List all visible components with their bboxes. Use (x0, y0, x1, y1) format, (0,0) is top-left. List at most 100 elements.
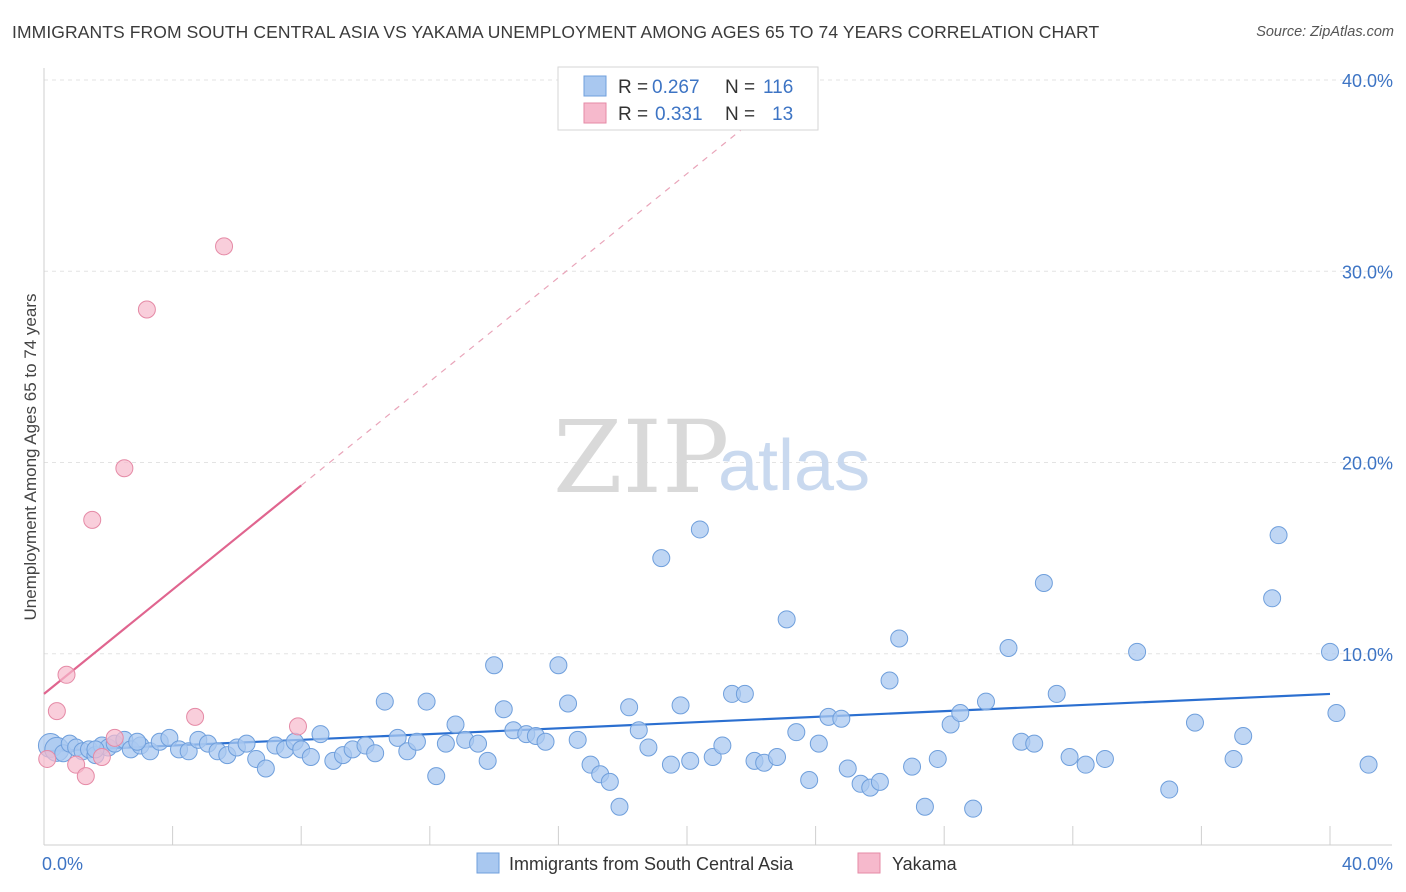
point-immigrants-106 (1185, 713, 1204, 732)
point-immigrants-42 (417, 692, 436, 711)
point-immigrants-102 (1076, 755, 1095, 774)
point-immigrants-115 (128, 732, 147, 751)
point-immigrants-32 (311, 725, 330, 744)
point-immigrants-95 (976, 692, 995, 711)
point-immigrants-37 (366, 744, 385, 763)
y-tick-label-3: 40.0% (1342, 71, 1393, 91)
trend-line-yakama (43, 484, 302, 695)
point-immigrants-79 (800, 770, 819, 789)
point-yakama-9 (137, 300, 156, 319)
point-yakama-11 (215, 237, 234, 256)
point-yakama-5 (83, 510, 102, 529)
point-yakama-1 (47, 702, 66, 721)
legend-r-label-1: R = (618, 77, 648, 98)
legend-box: R = 0.267 N = 116 R = 0.331 N = 13 (557, 66, 819, 131)
point-immigrants-44 (436, 734, 455, 753)
point-immigrants-86 (870, 772, 889, 791)
legend-swatch-blue (583, 75, 607, 97)
point-yakama-8 (115, 459, 134, 478)
point-immigrants-47 (469, 734, 488, 753)
point-immigrants-63 (629, 721, 648, 740)
point-immigrants-66 (661, 755, 680, 774)
legend-n-value-2: 13 (772, 104, 793, 125)
point-immigrants-80 (809, 734, 828, 753)
point-immigrants-113 (1359, 755, 1378, 774)
point-yakama-0 (38, 749, 57, 768)
point-immigrants-49 (485, 656, 504, 675)
series-points-yakama (38, 237, 307, 786)
point-immigrants-45 (446, 715, 465, 734)
point-immigrants-67 (671, 696, 690, 715)
point-immigrants-98 (1025, 734, 1044, 753)
grid-lines (44, 79, 1392, 655)
point-immigrants-90 (915, 797, 934, 816)
point-immigrants-111 (1321, 642, 1339, 661)
point-immigrants-43 (427, 767, 446, 786)
point-immigrants-69 (690, 520, 709, 539)
point-immigrants-110 (1269, 526, 1288, 545)
point-immigrants-54 (536, 732, 555, 751)
point-yakama-3 (67, 755, 86, 774)
trend-line-immigrants (43, 692, 1331, 753)
point-immigrants-56 (559, 694, 578, 713)
tick-labels: 10.0% 20.0% 30.0% 40.0% 0.0% 40.0% (42, 71, 1393, 874)
point-immigrants-87 (880, 671, 899, 690)
legend-n-value-1: 116 (763, 77, 793, 98)
point-immigrants-61 (610, 797, 629, 816)
point-immigrants-64 (639, 738, 658, 757)
point-immigrants-41 (407, 732, 426, 751)
point-immigrants-68 (681, 751, 700, 770)
point-immigrants-48 (478, 751, 497, 770)
point-immigrants-24 (237, 734, 256, 753)
point-immigrants-78 (787, 723, 806, 742)
watermark-zip: ZIP (553, 399, 729, 516)
point-immigrants-91 (928, 749, 947, 768)
point-immigrants-57 (568, 730, 587, 749)
point-immigrants-88 (890, 629, 909, 648)
point-immigrants-38 (375, 692, 394, 711)
point-immigrants-101 (1060, 748, 1079, 767)
watermark: ZIP atlas (553, 399, 870, 516)
point-yakama-2 (57, 665, 76, 684)
point-immigrants-89 (903, 757, 922, 776)
point-yakama-10 (186, 707, 205, 726)
legend-n-label-1: N = (725, 77, 755, 98)
bottom-legend-swatch-pink (857, 852, 881, 874)
point-immigrants-103 (1095, 749, 1114, 768)
point-immigrants-16 (160, 728, 179, 747)
y-tick-label-1: 20.0% (1342, 454, 1393, 474)
trend-lines (43, 108, 1331, 753)
point-immigrants-55 (549, 656, 568, 675)
point-yakama-12 (288, 717, 307, 736)
point-immigrants-60 (600, 772, 619, 791)
chart-title: IMMIGRANTS FROM SOUTH CENTRAL ASIA VS YA… (12, 22, 1100, 42)
point-immigrants-26 (256, 759, 275, 778)
point-yakama-6 (92, 748, 111, 767)
y-tick-label-2: 30.0% (1342, 262, 1393, 282)
y-tick-label-0: 10.0% (1342, 645, 1393, 665)
point-immigrants-39 (388, 728, 407, 747)
legend-r-label-2: R = (618, 104, 648, 125)
point-immigrants-73 (735, 684, 754, 703)
point-immigrants-94 (964, 799, 983, 818)
y-axis-label: Unemployment Among Ages 65 to 74 years (21, 294, 40, 621)
point-immigrants-83 (838, 759, 857, 778)
bottom-legend-swatch-blue (476, 852, 500, 874)
point-immigrants-18 (179, 742, 198, 761)
bottom-legend-label-yakama: Yakama (892, 854, 958, 874)
point-immigrants-50 (494, 700, 513, 719)
point-immigrants-62 (620, 698, 639, 717)
point-immigrants-109 (1263, 589, 1282, 608)
point-immigrants-99 (1034, 573, 1053, 592)
series-points-immigrants (37, 520, 1378, 818)
x-tick-label-max: 40.0% (1342, 854, 1393, 874)
point-immigrants-77 (777, 610, 796, 629)
watermark-atlas: atlas (718, 426, 870, 506)
point-immigrants-92 (941, 715, 960, 734)
point-immigrants-31 (301, 748, 320, 767)
point-immigrants-82 (832, 709, 851, 728)
bottom-legend-label-immigrants: Immigrants from South Central Asia (509, 854, 794, 874)
point-immigrants-71 (713, 736, 732, 755)
point-immigrants-105 (1160, 780, 1179, 799)
